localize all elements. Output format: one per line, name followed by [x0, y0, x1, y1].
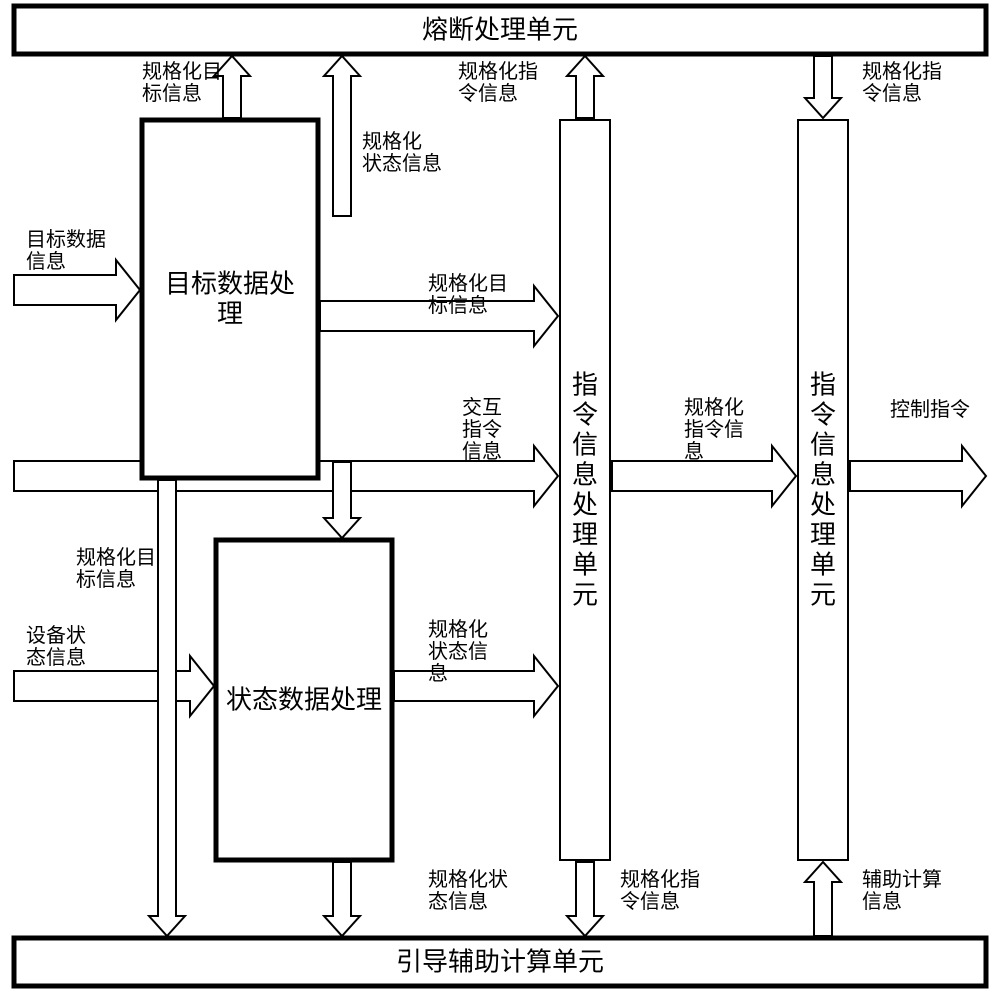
bottom-box-label: 引导辅助计算单元 [396, 948, 604, 977]
cmd1-box-label: 处 [572, 491, 598, 520]
label-in_status: 态信息 [26, 646, 86, 669]
label-mid_status: 息 [428, 662, 448, 685]
label-in_target: 信息 [26, 250, 66, 273]
label-left_target: 规格化目 [76, 546, 156, 569]
cmd2-box-label: 理 [810, 521, 836, 550]
cmd1-box-label: 元 [572, 581, 598, 610]
cmd1-box-label: 指 [572, 371, 598, 400]
label-bot_status: 态信息 [428, 890, 488, 913]
top-box-label: 熔断处理单元 [422, 16, 578, 45]
status-box-label: 状态数据处理 [226, 686, 382, 715]
label-mid_target: 规格化目 [428, 272, 508, 295]
label-bot_aux: 信息 [862, 890, 902, 913]
target-box-label: 理 [217, 300, 243, 329]
label-mid_interact: 交互 [462, 396, 502, 419]
label-top_cmd1: 令信息 [458, 82, 518, 105]
cmd1-box-label: 理 [572, 521, 598, 550]
label-top_cmd2: 令信息 [862, 82, 922, 105]
label-out_ctrl: 控制指令 [890, 398, 970, 421]
label-in_target: 目标数据 [26, 228, 106, 251]
label-top_cmd1: 规格化指 [458, 60, 538, 83]
target-box-label: 目标数据处 [165, 270, 295, 299]
cmd2-box-label: 处 [810, 491, 836, 520]
label-bot_aux: 辅助计算 [862, 868, 942, 891]
label-in_status: 设备状 [26, 624, 86, 647]
cmd2-box-label: 单 [810, 551, 836, 580]
label-bot_cmd1: 规格化指 [620, 868, 700, 891]
label-mid_interact: 指令 [462, 418, 502, 441]
cmd2-box-label: 指 [810, 371, 836, 400]
label-bot_cmd1: 令信息 [620, 890, 680, 913]
label-mid_cmd: 规格化 [684, 396, 744, 419]
label-mid_cmd: 指令信 [684, 418, 744, 441]
label-top_target: 规格化目 [142, 60, 222, 83]
label-mid_target: 标信息 [428, 294, 488, 317]
cmd1-box-label: 息 [572, 461, 598, 490]
label-mid_status: 规格化 [428, 618, 488, 641]
cmd1-box-label: 令 [572, 401, 598, 430]
cmd2-box-label: 令 [810, 401, 836, 430]
label-top_target: 标信息 [142, 82, 202, 105]
label-bot_status: 规格化状 [428, 868, 508, 891]
label-left_target: 标信息 [76, 568, 136, 591]
flowchart-diagram: 熔断处理单元引导辅助计算单元目标数据处理状态数据处理指令信息处理单元指令信息处理… [0, 0, 1000, 992]
label-mid_status: 状态信 [428, 640, 488, 663]
label-top_status: 状态信息 [362, 152, 442, 175]
cmd2-box-label: 信 [810, 431, 836, 460]
cmd1-box-label: 信 [572, 431, 598, 460]
label-mid_interact: 信息 [462, 440, 502, 463]
label-top_status: 规格化 [362, 130, 422, 153]
cmd2-box-label: 元 [810, 581, 836, 610]
cmd2-box-label: 息 [810, 461, 836, 490]
cmd1-box-label: 单 [572, 551, 598, 580]
label-top_cmd2: 规格化指 [862, 60, 942, 83]
label-mid_cmd: 息 [684, 440, 704, 463]
